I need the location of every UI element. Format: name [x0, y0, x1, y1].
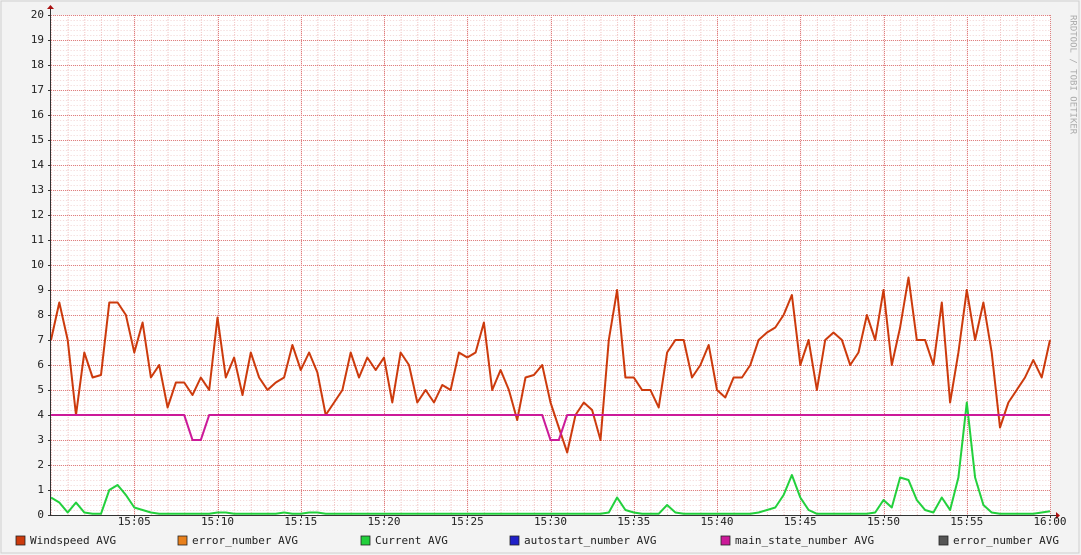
y-tick-label: 17	[31, 83, 44, 96]
x-tick-label: 15:35	[617, 515, 650, 528]
y-tick-label: 0	[37, 508, 44, 521]
y-tick-label: 20	[31, 8, 44, 21]
series-line	[50, 401, 1051, 515]
y-tick-label: 3	[37, 433, 44, 446]
watermark: RRDTOOL / TOBI OETIKER	[1068, 15, 1078, 135]
x-tick-label: 15:05	[118, 515, 151, 528]
legend-swatch	[177, 535, 188, 546]
series-line	[50, 276, 1051, 454]
y-tick-label: 10	[31, 258, 44, 271]
y-tick-label: 1	[37, 483, 44, 496]
series-line	[51, 414, 1050, 441]
x-tick-label: 15:10	[201, 515, 234, 528]
y-tick-label: 18	[31, 58, 44, 71]
y-tick-label: 19	[31, 33, 44, 46]
legend-swatch	[938, 535, 949, 546]
x-tick-label: 15:45	[784, 515, 817, 528]
x-tick-label: 15:15	[284, 515, 317, 528]
legend-swatch	[509, 535, 520, 546]
y-tick-label: 11	[31, 233, 44, 246]
y-arrow	[47, 5, 54, 9]
y-tick-label: 6	[37, 358, 44, 371]
legend-swatch	[15, 535, 26, 546]
y-tick-label: 4	[37, 408, 44, 421]
legend-label: autostart_number AVG	[524, 534, 656, 547]
x-tick-label: 15:50	[867, 515, 900, 528]
y-tick-label: 15	[31, 133, 44, 146]
legend-label: Current AVG	[375, 534, 448, 547]
legend-label: error_number AVG	[192, 534, 298, 547]
legend-label: Windspeed AVG	[30, 534, 116, 547]
y-tick-label: 7	[37, 333, 44, 346]
x-tick-label: 15:40	[700, 515, 733, 528]
legend-swatch	[360, 535, 371, 546]
x-arrow	[1056, 512, 1060, 519]
y-tick-label: 16	[31, 108, 44, 121]
legend-label: main_state_number AVG	[735, 534, 874, 547]
legend-swatch	[720, 535, 731, 546]
x-tick-label: 15:25	[451, 515, 484, 528]
y-tick-label: 9	[37, 283, 44, 296]
y-tick-label: 12	[31, 208, 44, 221]
y-tick-label: 8	[37, 308, 44, 321]
x-tick-label: 15:55	[950, 515, 983, 528]
y-tick-label: 14	[31, 158, 45, 171]
x-tick-label: 16:00	[1033, 515, 1066, 528]
y-tick-label: 5	[37, 383, 44, 396]
legend-label: error_number AVG	[953, 534, 1059, 547]
y-tick-label: 2	[37, 458, 44, 471]
y-tick-label: 13	[31, 183, 44, 196]
x-tick-label: 15:30	[534, 515, 567, 528]
x-tick-label: 15:20	[367, 515, 400, 528]
